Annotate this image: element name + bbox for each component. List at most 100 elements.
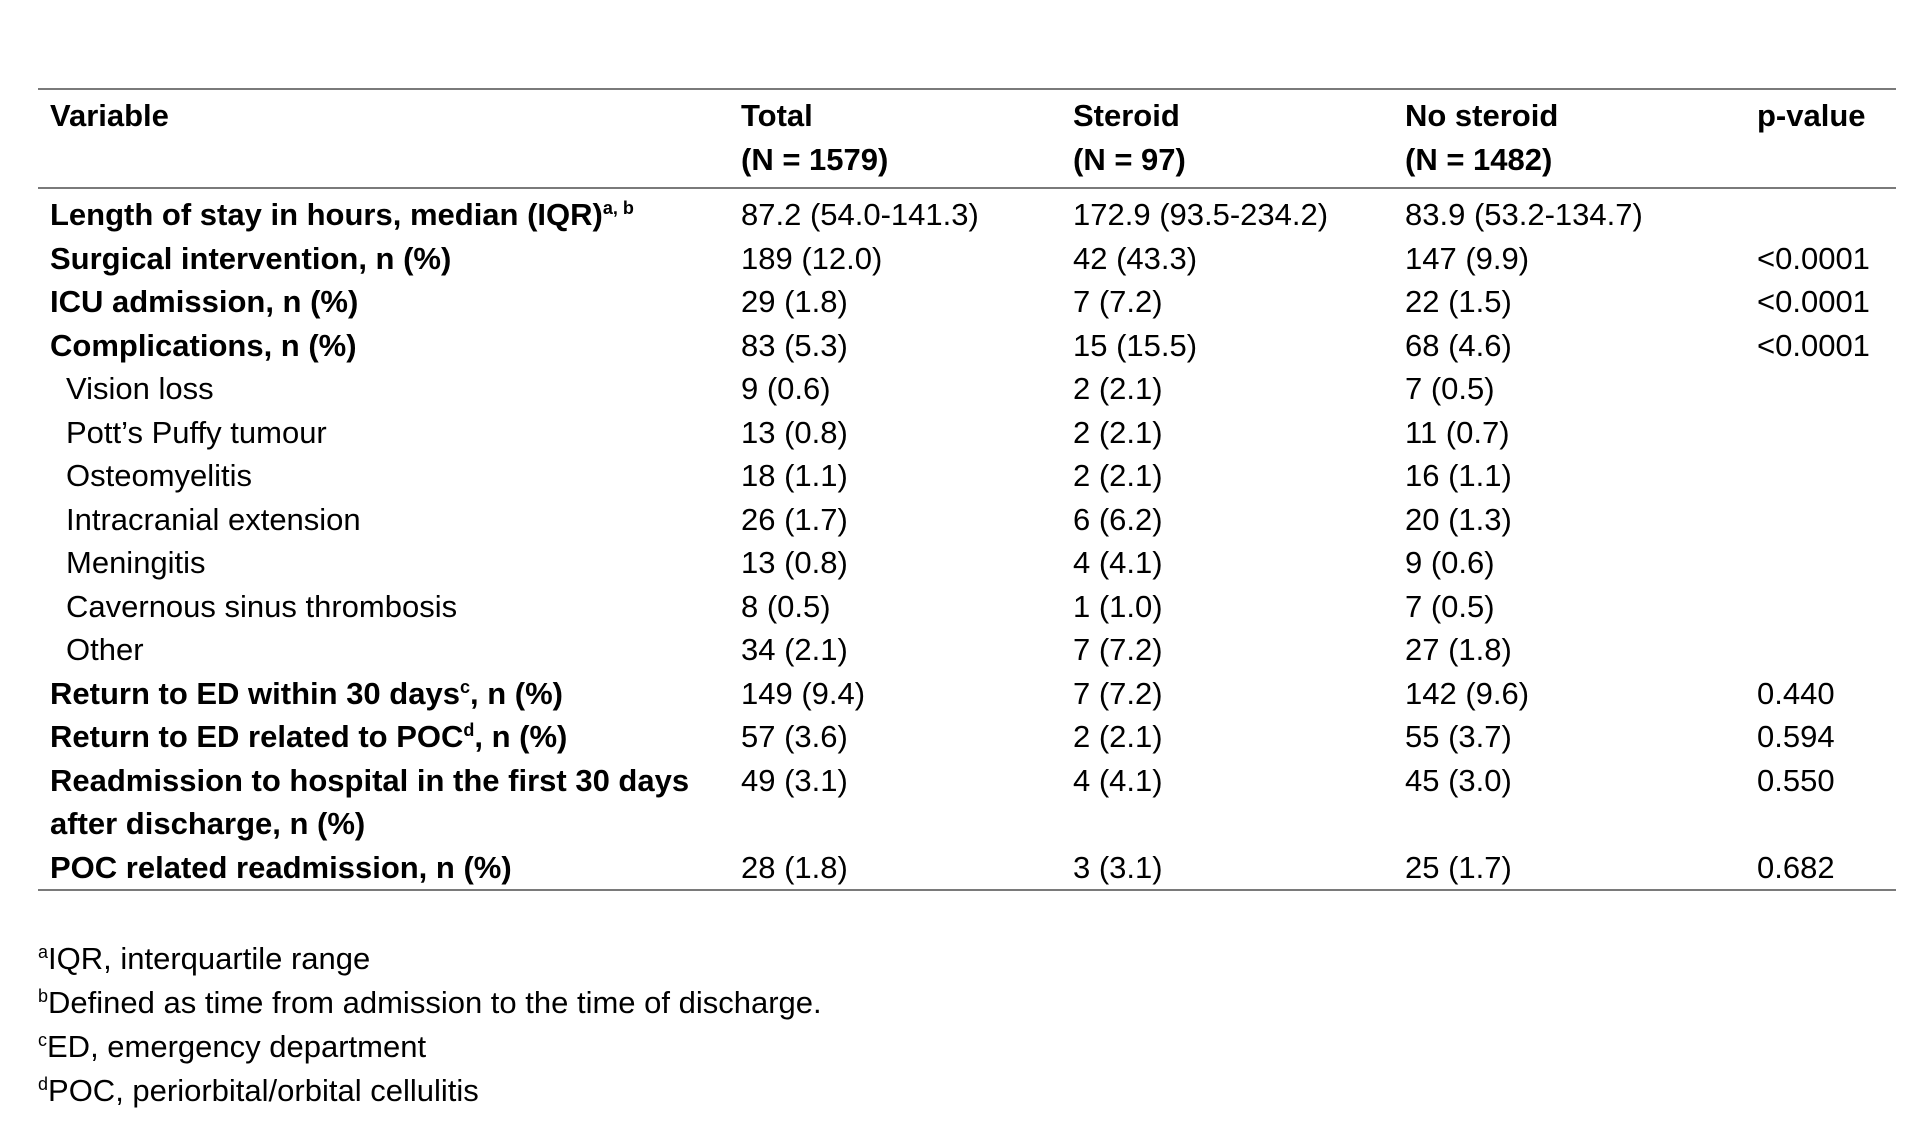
variable-cell: ICU admission, n (%) bbox=[38, 280, 729, 324]
no-steroid-cell: 16 (1.1) bbox=[1405, 458, 1512, 493]
p-value-cell: <0.0001 bbox=[1757, 284, 1870, 319]
total-cell: 28 (1.8) bbox=[741, 849, 848, 885]
no-steroid-cell: 22 (1.5) bbox=[1405, 284, 1512, 319]
variable-label: ICU admission, n (%) bbox=[50, 284, 359, 319]
footnote-marker: c bbox=[38, 1030, 47, 1050]
header-label: No steroid bbox=[1405, 98, 1559, 133]
table-row: Readmission to hospital in the first 30 … bbox=[38, 759, 1896, 846]
p-value-cell: 0.682 bbox=[1757, 849, 1835, 885]
variable-cell: POC related readmission, n (%) bbox=[38, 846, 729, 891]
variable-cell: Osteomyelitis bbox=[38, 454, 729, 498]
steroid-cell: 7 (7.2) bbox=[1073, 284, 1163, 319]
total-cell: 8 (0.5) bbox=[741, 588, 831, 624]
footnote-marker: a, b bbox=[602, 198, 634, 218]
footnotes: aIQR, interquartile range bDefined as tim… bbox=[38, 937, 1896, 1113]
footnote-marker: c bbox=[459, 676, 470, 697]
table-row: Complications, n (%) 83 (5.3) 15 (15.5) 68 … bbox=[38, 324, 1896, 368]
variable-cell: Other bbox=[38, 628, 729, 672]
header-label: Total bbox=[741, 98, 813, 133]
no-steroid-cell: 7 (0.5) bbox=[1405, 588, 1495, 624]
no-steroid-cell: 11 (0.7) bbox=[1405, 414, 1510, 450]
variable-cell: Readmission to hospital in the first 30 … bbox=[38, 759, 729, 846]
variable-label: Pott’s Puffy tumour bbox=[66, 414, 327, 450]
steroid-cell: 42 (43.3) bbox=[1073, 240, 1198, 276]
no-steroid-cell: 27 (1.8) bbox=[1405, 632, 1512, 667]
variable-label: Osteomyelitis bbox=[66, 458, 253, 493]
table-row: Return to ED within 30 daysc, n (%) 149 (… bbox=[38, 672, 1896, 716]
total-cell: 189 (12.0) bbox=[741, 240, 883, 276]
p-value-cell: 0.550 bbox=[1757, 762, 1835, 798]
table-row: Pott’s Puffy tumour 13 (0.8) 2 (2.1) 11 (0.… bbox=[38, 411, 1896, 455]
footnote-text: POC, periorbital/orbital cellulitis bbox=[48, 1073, 479, 1108]
footnote-text: IQR, interquartile range bbox=[48, 941, 371, 976]
total-cell: 13 (0.8) bbox=[741, 545, 848, 580]
total-cell: 49 (3.1) bbox=[741, 762, 848, 798]
variable-cell: Cavernous sinus thrombosis bbox=[38, 585, 729, 629]
header-count: (N = 1579) bbox=[741, 141, 889, 177]
p-value-cell bbox=[1745, 367, 1896, 411]
results-table: Variable Total (N = 1579) Steroid (N = 9… bbox=[38, 88, 1896, 891]
footnote-marker: a bbox=[38, 942, 49, 962]
no-steroid-cell: 83.9 (53.2-134.7) bbox=[1405, 197, 1643, 232]
footnote-marker: d bbox=[463, 720, 475, 740]
table-row: Vision loss 9 (0.6) 2 (2.1) 7 (0.5) bbox=[38, 367, 1896, 411]
variable-cell: Vision loss bbox=[38, 367, 729, 411]
steroid-cell: 2 (2.1) bbox=[1073, 458, 1163, 493]
variable-cell: Length of stay in hours, median (IQR)a, … bbox=[38, 188, 729, 237]
table-row: Length of stay in hours, median (IQR)a, … bbox=[38, 188, 1896, 237]
p-value-cell bbox=[1745, 585, 1896, 629]
table-row: Intracranial extension 26 (1.7) 6 (6.2) 20 … bbox=[38, 498, 1896, 542]
no-steroid-cell: 45 (3.0) bbox=[1405, 762, 1512, 798]
header-variable: Variable bbox=[38, 89, 729, 188]
p-value-cell: 0.594 bbox=[1757, 719, 1835, 754]
total-cell: 83 (5.3) bbox=[741, 327, 848, 363]
document: Variable Total (N = 1579) Steroid (N = 9… bbox=[38, 88, 1896, 1113]
variable-label: Cavernous sinus thrombosis bbox=[66, 588, 458, 624]
no-steroid-cell: 7 (0.5) bbox=[1405, 371, 1495, 406]
no-steroid-cell: 25 (1.7) bbox=[1405, 849, 1512, 885]
footnote: dPOC, periorbital/orbital cellulitis bbox=[38, 1069, 1896, 1113]
footnote-text: Defined as time from admission to the ti… bbox=[48, 985, 822, 1020]
steroid-cell: 7 (7.2) bbox=[1073, 632, 1163, 667]
variable-label: Intracranial extension bbox=[66, 501, 361, 537]
footnote: bDefined as time from admission to the t… bbox=[38, 981, 1896, 1025]
table-row: ICU admission, n (%) 29 (1.8) 7 (7.2) 22 (1… bbox=[38, 280, 1896, 324]
footnote-text: ED, emergency department bbox=[47, 1029, 427, 1064]
header-label: Variable bbox=[50, 98, 169, 133]
variable-label: Readmission to hospital in the first 30 … bbox=[50, 762, 690, 842]
variable-label: Complications, n (%) bbox=[50, 327, 357, 363]
header-count: (N = 1482) bbox=[1405, 141, 1553, 177]
p-value-cell bbox=[1745, 454, 1896, 498]
table-row: Cavernous sinus thrombosis 8 (0.5) 1 (1.0)… bbox=[38, 585, 1896, 629]
footnote-marker: b bbox=[38, 986, 49, 1006]
no-steroid-cell: 68 (4.6) bbox=[1405, 327, 1512, 363]
table-body: Length of stay in hours, median (IQR)a, … bbox=[38, 188, 1896, 890]
p-value-cell: <0.0001 bbox=[1757, 327, 1870, 363]
variable-label: Vision loss bbox=[66, 371, 214, 406]
p-value-cell bbox=[1745, 498, 1896, 542]
header-total: Total (N = 1579) bbox=[729, 89, 1061, 188]
total-cell: 18 (1.1) bbox=[741, 458, 848, 493]
table-row: Meningitis 13 (0.8) 4 (4.1) 9 (0.6) bbox=[38, 541, 1896, 585]
steroid-cell: 7 (7.2) bbox=[1073, 675, 1163, 711]
variable-label: Other bbox=[66, 632, 144, 667]
variable-label: Return to ED related to POC bbox=[50, 719, 464, 754]
steroid-cell: 4 (4.1) bbox=[1073, 545, 1163, 580]
header-steroid: Steroid (N = 97) bbox=[1061, 89, 1393, 188]
table-row: Surgical intervention, n (%) 189 (12.0) 42… bbox=[38, 237, 1896, 281]
steroid-cell: 2 (2.1) bbox=[1073, 414, 1163, 450]
variable-suffix: , n (%) bbox=[469, 675, 563, 711]
table-row: POC related readmission, n (%) 28 (1.8) 3 … bbox=[38, 846, 1896, 891]
steroid-cell: 6 (6.2) bbox=[1073, 501, 1163, 537]
header-label: Steroid bbox=[1073, 98, 1180, 133]
p-value-cell: <0.0001 bbox=[1757, 240, 1870, 276]
variable-label: Surgical intervention, n (%) bbox=[50, 240, 452, 276]
p-value-cell bbox=[1745, 411, 1896, 455]
variable-label: Return to ED within 30 days bbox=[50, 675, 460, 711]
total-cell: 26 (1.7) bbox=[741, 501, 848, 537]
header-count: (N = 97) bbox=[1073, 141, 1186, 177]
steroid-cell: 2 (2.1) bbox=[1073, 719, 1163, 754]
p-value-cell bbox=[1745, 541, 1896, 585]
table-row: Osteomyelitis 18 (1.1) 2 (2.1) 16 (1.1) bbox=[38, 454, 1896, 498]
p-value-cell bbox=[1745, 628, 1896, 672]
